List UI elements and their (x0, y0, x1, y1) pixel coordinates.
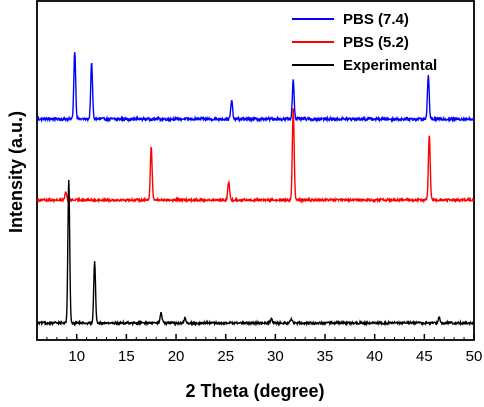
x-tick-label: 50 (466, 348, 483, 365)
x-tick-label: 15 (118, 348, 135, 365)
x-axis-title: 2 Theta (degree) (185, 381, 324, 401)
legend-label: PBS (5.2) (343, 34, 409, 51)
x-tick-label: 20 (168, 348, 185, 365)
legend-label: PBS (7.4) (343, 11, 409, 28)
x-tick-label: 40 (366, 348, 383, 365)
x-axis-ticks: 10 15 20 25 30 35 40 45 50 (46, 334, 483, 365)
series-line-experimental (36, 179, 475, 327)
plot-frame (36, 0, 475, 341)
series-line-pbs-7-4 (36, 52, 475, 124)
series-traces (36, 52, 475, 327)
legend-label: Experimental (343, 57, 437, 74)
x-tick-label: 45 (416, 348, 433, 365)
x-tick-label: 30 (267, 348, 284, 365)
x-tick-label: 35 (317, 348, 334, 365)
y-axis-title: Intensity (a.u.) (6, 111, 26, 233)
x-tick-label: 25 (217, 348, 234, 365)
legend: PBS (7.4) PBS (5.2) Experimental (292, 11, 437, 74)
x-tick-label: 10 (68, 348, 85, 365)
series-line-pbs-5-2 (36, 108, 475, 204)
